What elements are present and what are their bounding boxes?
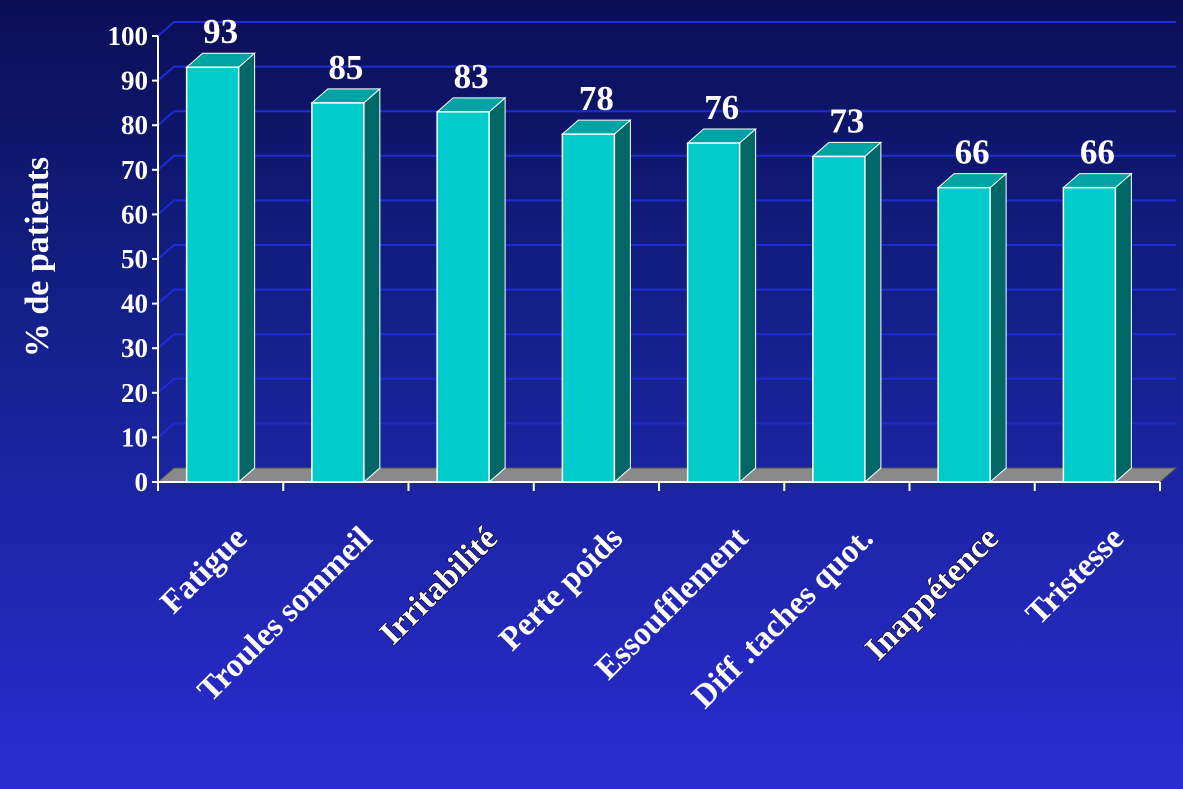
data-label: 73 xyxy=(829,101,864,140)
bar-side-face xyxy=(864,141,882,484)
bar-front-face xyxy=(561,133,616,483)
bar-side-face xyxy=(363,87,381,484)
bar-side-face xyxy=(238,52,256,484)
bar xyxy=(936,172,1008,484)
bar-front-face xyxy=(937,186,991,483)
chart-floor-plane xyxy=(156,467,1178,483)
bar xyxy=(435,96,507,484)
bar-side-face xyxy=(1114,172,1132,484)
bar-side-face xyxy=(989,172,1007,484)
x-tick-label: Irritabilité xyxy=(373,520,505,652)
bar xyxy=(686,127,757,484)
gridline xyxy=(157,377,1176,394)
y-tick-label: 80 xyxy=(121,110,148,140)
bar-side-face xyxy=(488,96,506,484)
gridline xyxy=(157,244,1176,260)
bar xyxy=(310,87,382,484)
data-labels: 93 85 83 78 76 73 66 66 xyxy=(203,12,1115,171)
y-tick-label: 40 xyxy=(121,289,148,319)
y-axis-label: % de patients xyxy=(19,157,56,357)
bar-side-face xyxy=(739,127,757,484)
grid-layer xyxy=(157,21,1176,439)
bars xyxy=(185,52,1133,484)
data-label: 78 xyxy=(579,79,614,118)
bar-side-face xyxy=(613,119,631,484)
axes: 0 10 20 30 40 50 60 70 80 90 100 xyxy=(108,21,1161,497)
chart-floor xyxy=(156,467,1178,483)
y-tick-label: 100 xyxy=(108,21,149,51)
data-label: 85 xyxy=(328,48,363,87)
gridline xyxy=(157,65,1176,82)
x-tick-label: Perte poids xyxy=(492,520,630,658)
data-label: 66 xyxy=(1080,133,1115,172)
gridline xyxy=(157,288,1176,305)
gridline xyxy=(157,110,1176,126)
bar-front-face xyxy=(1062,186,1117,483)
bar-front-face xyxy=(311,102,365,483)
y-tick-label: 90 xyxy=(121,66,148,96)
y-tick-label: 0 xyxy=(135,467,149,497)
gridline xyxy=(157,154,1176,171)
y-tick-label: 50 xyxy=(121,244,148,274)
x-tick-label: Inappétence xyxy=(858,520,1005,667)
bar-front-face xyxy=(185,66,240,483)
gridline xyxy=(157,199,1176,216)
data-label: 83 xyxy=(454,57,489,96)
bar-front-face xyxy=(686,142,741,483)
x-tick-label: Tristesse xyxy=(1019,520,1131,632)
y-tick-label: 20 xyxy=(121,378,148,408)
y-tick-label: 30 xyxy=(121,333,148,363)
gridline xyxy=(157,21,1176,37)
y-tick-label: 70 xyxy=(121,155,148,185)
data-label: 93 xyxy=(203,12,238,51)
bar xyxy=(185,52,256,484)
bar-front-face xyxy=(812,155,866,483)
gridline xyxy=(157,422,1176,439)
bar xyxy=(561,119,632,484)
bar xyxy=(811,141,883,484)
bar xyxy=(1062,172,1133,484)
y-tick-label: 60 xyxy=(121,199,148,229)
data-label: 66 xyxy=(955,133,990,172)
data-label: 76 xyxy=(704,88,739,127)
x-tick-label: Fatigue xyxy=(154,520,255,621)
y-tick-label: 10 xyxy=(121,422,148,452)
bar-front-face xyxy=(436,111,490,483)
gridline xyxy=(157,333,1176,349)
